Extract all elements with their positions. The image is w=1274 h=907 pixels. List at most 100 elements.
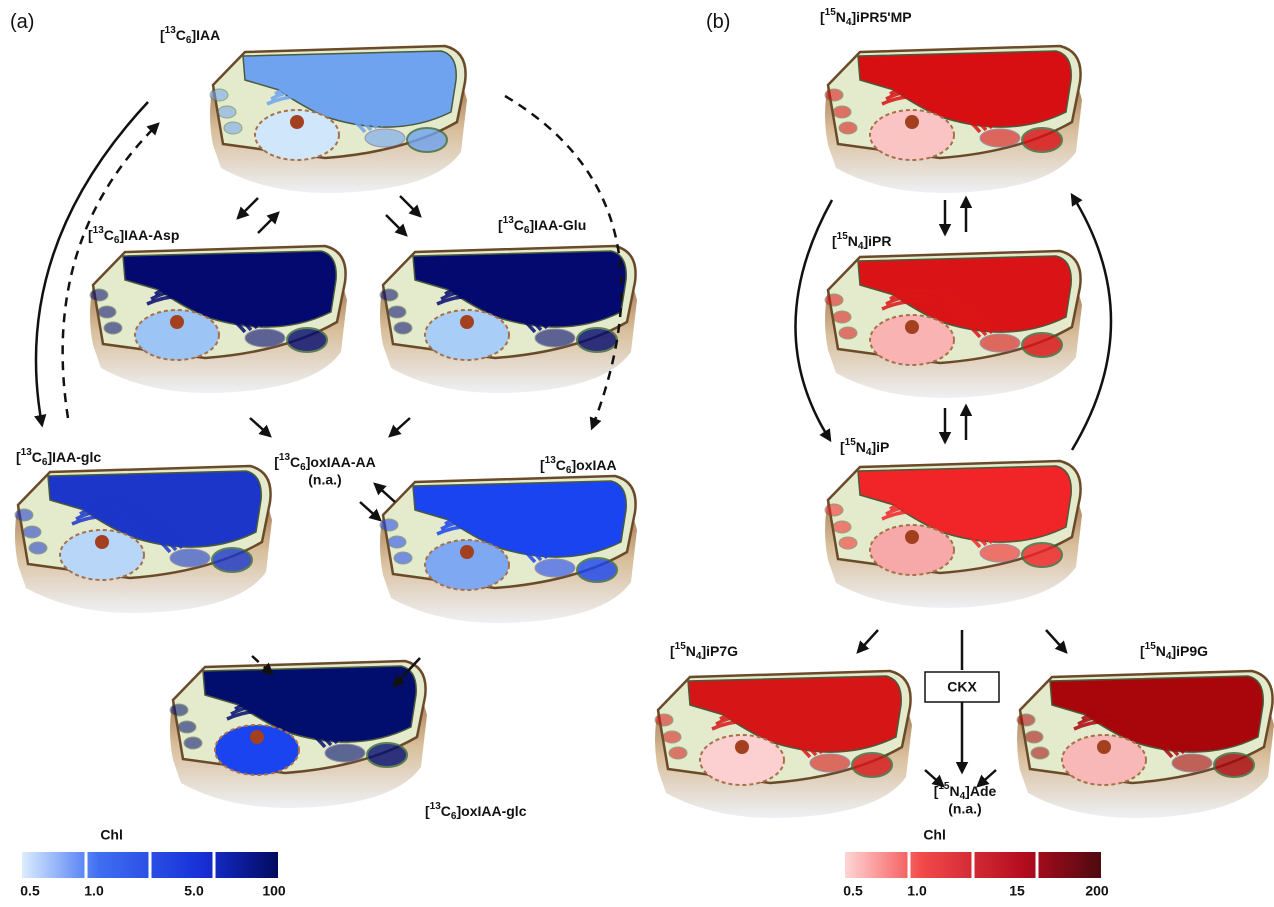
chloroplast [1172, 754, 1212, 772]
chloroplast [535, 329, 575, 347]
organelle [833, 106, 851, 118]
label-part: 13 [93, 225, 105, 236]
cell [15, 466, 272, 613]
organelle [825, 89, 843, 101]
nucleolus [460, 545, 474, 559]
label-part: ]IAA-glc [47, 449, 101, 465]
organelle [825, 294, 843, 306]
chloroplast [980, 334, 1020, 352]
node-label: [15N4]iPR5'MP [820, 7, 912, 28]
organelle [23, 526, 41, 538]
colorbar-divider [972, 852, 975, 878]
legend-tick: 0.5 [843, 883, 863, 899]
legends: Chl0.51.05.0100Chl0.51.015200 [20, 827, 1109, 899]
cell [90, 246, 347, 393]
label-part: ]oxIAA [571, 457, 616, 473]
organelle [388, 306, 406, 318]
organelle [833, 311, 851, 323]
colorbar-divider [908, 852, 911, 878]
panel-label: (a) [10, 11, 34, 33]
node-label: [15N4]iPR [832, 231, 891, 252]
label-part: 15 [825, 7, 837, 18]
organelle [98, 306, 116, 318]
legend-tick: 1.0 [84, 883, 104, 899]
arrow [238, 198, 258, 218]
label-part: C [32, 449, 42, 465]
organelle [839, 537, 857, 549]
cell [1017, 671, 1274, 818]
chloroplast [535, 559, 575, 577]
organelle [380, 289, 398, 301]
colorbar-divider [213, 852, 216, 878]
label-part: ]iP [871, 439, 889, 455]
nucleolus [1097, 740, 1111, 754]
colorbar-divider [1036, 852, 1039, 878]
nucleolus [170, 315, 184, 329]
chloroplast [365, 129, 405, 147]
legend-tick: 1.0 [907, 883, 927, 899]
chloroplast [1022, 128, 1062, 152]
label-part: 13 [503, 215, 515, 226]
nucleolus [460, 315, 474, 329]
diagram: CKX (a) (b) [13C6]IAA[13C6]IAA-Asp[13C6]… [0, 0, 1274, 902]
chloroplast [980, 544, 1020, 562]
label-part: C [104, 227, 114, 243]
node-label: [15N4]iP7G [670, 641, 738, 662]
arrow [390, 418, 410, 436]
organelle [394, 552, 412, 564]
organelle [1031, 747, 1049, 759]
organelle [184, 737, 202, 749]
arrow [360, 502, 380, 520]
label-part: C [290, 454, 300, 470]
nucleolus [290, 115, 304, 129]
label-part: ]iP7G [701, 643, 738, 659]
organelle [839, 327, 857, 339]
chloroplast [367, 743, 407, 767]
organelle [825, 504, 843, 516]
label-part: 13 [21, 447, 33, 458]
cell [380, 246, 637, 393]
label-part: N [949, 783, 959, 799]
nucleolus [735, 740, 749, 754]
legend-tick: 5.0 [184, 883, 204, 899]
arrow [1046, 630, 1066, 652]
legend-title: Chl [923, 827, 946, 843]
node-label: [13C6]IAA [160, 25, 220, 46]
organelle [29, 542, 47, 554]
chloroplast [1214, 753, 1254, 777]
chloroplast [852, 753, 892, 777]
organelle [1025, 731, 1043, 743]
organelle [388, 536, 406, 548]
arrow [858, 630, 878, 652]
label-part: 15 [1145, 641, 1157, 652]
arrow [250, 418, 270, 436]
colorbar-divider [85, 852, 88, 878]
chloroplast [980, 129, 1020, 147]
nucleolus [250, 730, 264, 744]
label-part: 15 [837, 231, 849, 242]
label-part: ]IAA [191, 27, 220, 43]
chloroplast [810, 754, 850, 772]
chloroplast [287, 328, 327, 352]
colorbar-divider [149, 852, 152, 878]
node-label: [13C6]IAA-Asp [88, 225, 179, 246]
organelle [380, 519, 398, 531]
label-part: C [514, 217, 524, 233]
cell [825, 46, 1082, 193]
label-part: 15 [845, 437, 857, 448]
organelle [178, 721, 196, 733]
organelle [1017, 714, 1035, 726]
label-part: 13 [279, 452, 291, 463]
label-part: ]iPR5'MP [851, 9, 911, 25]
panel-label: (b) [706, 11, 730, 33]
organelle [224, 122, 242, 134]
organelle [833, 521, 851, 533]
chloroplast [1022, 333, 1062, 357]
arrow [375, 484, 395, 502]
label-part: N [1156, 643, 1166, 659]
label-part: 15 [675, 641, 687, 652]
node-note: (n.a.) [308, 472, 341, 488]
nucleolus [905, 320, 919, 334]
organelle [15, 509, 33, 521]
label-part: C [556, 457, 566, 473]
